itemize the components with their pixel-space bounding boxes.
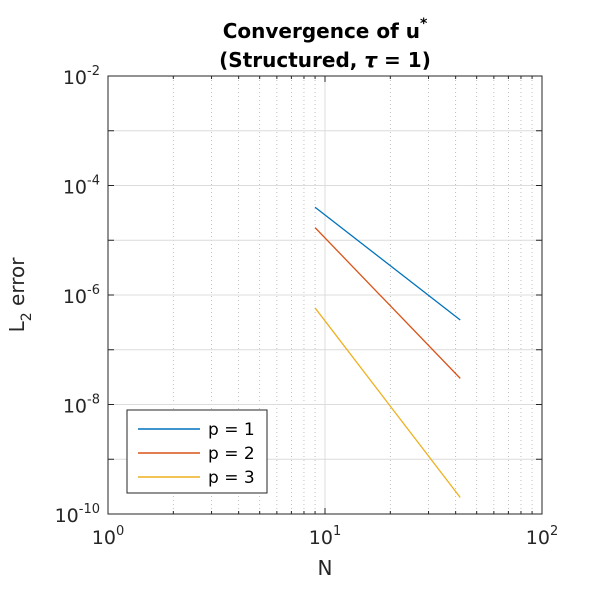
tick-labels: 100 101 102 10-2 10-4 10-6 10-8 10-10 [55, 64, 559, 549]
chart-title-line1: Convergence of u* [223, 16, 428, 43]
chart-title-superscript: * [420, 16, 428, 32]
legend-box [126, 409, 268, 494]
series-group [314, 206, 461, 498]
y-tick-label: 10-8 [63, 393, 100, 418]
series-line-p2 [314, 227, 461, 379]
y-tick-label: 10-2 [63, 64, 100, 89]
tick-marks [107, 75, 543, 515]
x-tick-label: 101 [309, 524, 341, 549]
legend-label-p1: p = 1 [208, 420, 255, 440]
x-tick-label: 100 [92, 524, 124, 549]
tau-symbol: τ [364, 48, 378, 72]
y-axis-label: L2 error [5, 257, 35, 333]
y-tick-label: 10-4 [63, 174, 100, 199]
y-tick-label: 10-6 [63, 283, 100, 308]
legend: p = 1 p = 2 p = 3 [126, 409, 268, 494]
chart-title-line2: (Structured, τ = 1) [219, 48, 431, 72]
x-axis-label: N [318, 556, 333, 580]
x-tick-label: 102 [526, 524, 558, 549]
series-line-p3 [314, 307, 461, 498]
legend-label-p2: p = 2 [208, 444, 255, 464]
legend-label-p3: p = 3 [208, 468, 255, 488]
y-axis-label-subscript: 2 [19, 312, 35, 321]
y-tick-label: 10-10 [55, 502, 100, 527]
series-line-p1 [314, 206, 461, 321]
